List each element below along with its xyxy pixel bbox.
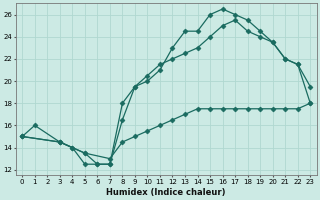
X-axis label: Humidex (Indice chaleur): Humidex (Indice chaleur) — [107, 188, 226, 197]
